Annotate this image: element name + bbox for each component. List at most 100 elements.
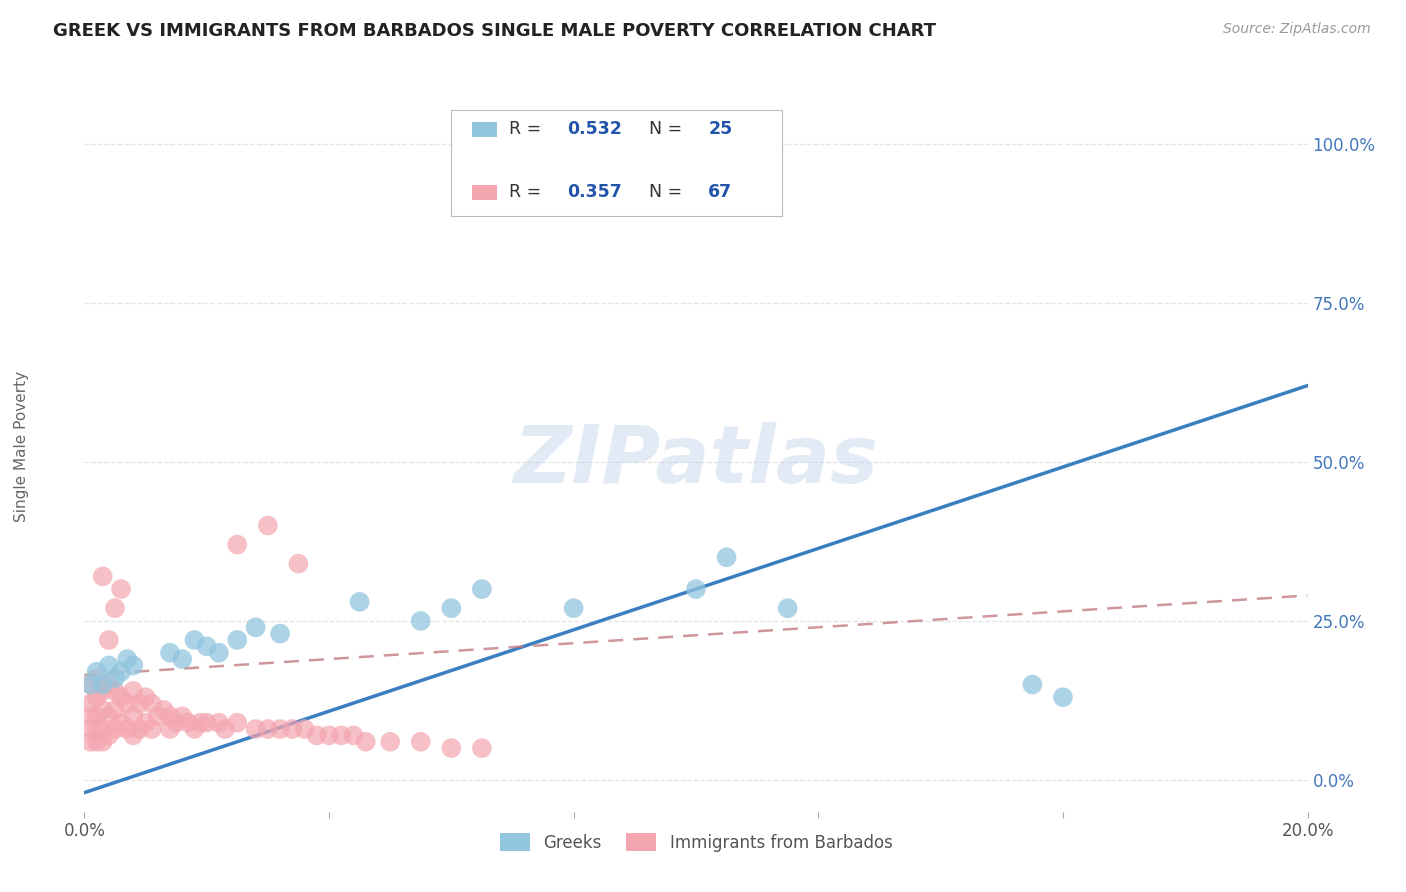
Point (208, 715, 231, 730)
Point (409, 735, 432, 749)
Point (287, 557, 309, 571)
Point (159, 709, 181, 723)
Point (79, 709, 101, 723)
Point (86, 671, 108, 685)
Point (110, 715, 132, 730)
Point (354, 735, 377, 749)
Point (122, 684, 145, 698)
Point (97, 658, 120, 673)
Point (79, 735, 101, 749)
Point (269, 626, 291, 640)
Text: ZIPatlas: ZIPatlas (513, 422, 879, 500)
Text: 0.357: 0.357 (568, 183, 623, 202)
Point (257, 518, 280, 533)
Point (91, 569, 114, 583)
Text: R =: R = (509, 120, 547, 138)
FancyBboxPatch shape (472, 122, 496, 136)
Point (440, 601, 463, 615)
Point (97, 677, 120, 691)
Point (141, 697, 163, 711)
Point (562, 601, 585, 615)
Point (165, 715, 187, 730)
Point (159, 646, 181, 660)
Point (104, 684, 127, 698)
Point (110, 690, 132, 705)
Point (1052, 690, 1074, 705)
Point (183, 632, 205, 647)
Point (91, 677, 114, 691)
Point (294, 722, 316, 736)
Point (135, 690, 157, 705)
Point (195, 640, 218, 654)
Point (245, 722, 267, 736)
Point (716, 550, 738, 565)
Point (153, 703, 176, 717)
Point (115, 697, 138, 711)
Point (141, 722, 163, 736)
Point (97, 709, 120, 723)
Point (214, 722, 236, 736)
Point (226, 538, 249, 552)
Point (104, 671, 127, 685)
Point (685, 582, 707, 596)
Point (110, 582, 132, 596)
Point (208, 646, 231, 660)
Point (183, 722, 205, 736)
Point (226, 715, 249, 730)
Point (104, 722, 127, 736)
Point (380, 735, 402, 749)
FancyBboxPatch shape (472, 185, 496, 200)
Text: 67: 67 (709, 183, 733, 202)
Point (195, 715, 218, 730)
Point (471, 741, 494, 756)
Text: N =: N = (650, 183, 689, 202)
Point (226, 632, 249, 647)
Point (471, 582, 494, 596)
Point (86, 709, 108, 723)
Point (135, 715, 157, 730)
Point (330, 728, 353, 742)
Point (177, 715, 200, 730)
Point (172, 652, 194, 666)
Point (172, 709, 194, 723)
Point (86, 722, 108, 736)
Point (1021, 677, 1043, 691)
Point (269, 722, 291, 736)
Point (281, 722, 304, 736)
Point (115, 722, 138, 736)
Point (128, 697, 150, 711)
Point (86, 665, 108, 679)
Text: 25: 25 (709, 120, 733, 138)
Text: N =: N = (650, 120, 689, 138)
Point (776, 601, 799, 615)
Point (91, 735, 114, 749)
Legend: Greeks, Immigrants from Barbados: Greeks, Immigrants from Barbados (494, 826, 898, 858)
Point (146, 709, 169, 723)
Point (104, 601, 127, 615)
Point (79, 677, 101, 691)
Point (104, 703, 127, 717)
Point (91, 684, 114, 698)
Y-axis label: Single Male Poverty: Single Male Poverty (14, 370, 28, 522)
Point (409, 614, 432, 628)
Point (122, 728, 145, 742)
Point (257, 722, 280, 736)
Text: R =: R = (509, 183, 547, 202)
Point (91, 722, 114, 736)
Point (190, 715, 212, 730)
Point (440, 741, 463, 756)
Point (79, 697, 101, 711)
Point (91, 703, 114, 717)
Point (122, 709, 145, 723)
Point (115, 652, 138, 666)
Text: Source: ZipAtlas.com: Source: ZipAtlas.com (1223, 22, 1371, 37)
Point (122, 658, 145, 673)
Point (159, 722, 181, 736)
Point (79, 677, 101, 691)
Point (97, 728, 120, 742)
Point (97, 632, 120, 647)
Point (128, 722, 150, 736)
Text: GREEK VS IMMIGRANTS FROM BARBADOS SINGLE MALE POVERTY CORRELATION CHART: GREEK VS IMMIGRANTS FROM BARBADOS SINGLE… (53, 22, 936, 40)
Point (245, 620, 267, 634)
Point (86, 735, 108, 749)
